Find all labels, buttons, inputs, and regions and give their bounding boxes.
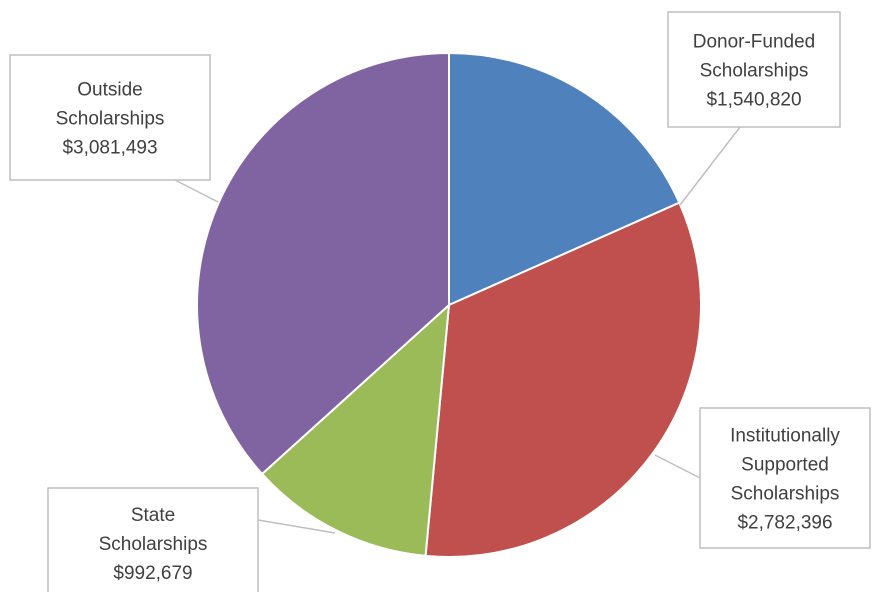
slice-category-label: Scholarships [731,484,840,505]
slice-category-label: Scholarships [700,61,809,82]
pie-callouts: Donor-Funded Scholarships $1,540,820 Instit… [9,11,871,592]
callout-leader-line [679,126,741,206]
callout-box [47,487,259,592]
callout-leader-line [257,519,336,534]
callout-box [9,54,211,181]
slice-category-label: Supported [741,455,829,476]
pie-slice-1 [448,51,681,307]
slice-value-label: $1,540,820 [706,90,801,111]
callout-box [699,407,871,549]
slice-category-label: Outside [77,80,142,101]
slice-category-label: Scholarships [99,534,208,555]
slice-value-label: $992,679 [113,563,192,584]
callout-box [667,11,841,128]
slice-value-label: $3,081,493 [62,138,157,159]
slice-callout-3: State Scholarships $992,679 [47,487,336,592]
slice-value-label: $2,782,396 [737,513,832,534]
pie-slice-2 [424,201,702,558]
slice-callout-1: Donor-Funded Scholarships $1,540,820 [667,11,841,206]
slice-category-label: Scholarships [56,109,165,130]
callout-leader-line [174,179,219,203]
callout-leader-line [654,454,701,479]
slice-callout-4: Outside Scholarships $3,081,493 [9,54,219,203]
slice-callout-2: Institutionally Supported Scholarships $2,7… [654,407,871,549]
slice-category-label: State [131,505,175,526]
pie-slice-4 [196,51,450,476]
slice-category-label: Donor-Funded [693,32,816,53]
pie-slice-3 [260,302,451,557]
pie-slices [196,51,702,558]
slice-category-label: Institutionally [730,426,840,447]
